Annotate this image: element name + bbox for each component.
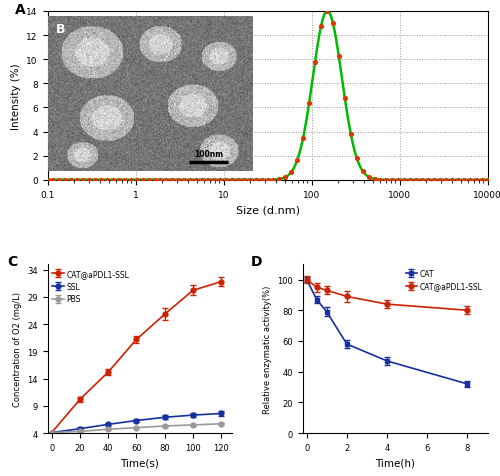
Point — [240, 177, 248, 184]
Point — [335, 53, 343, 61]
Text: C: C — [7, 255, 17, 268]
Y-axis label: Concentration of O2 (mg/L): Concentration of O2 (mg/L) — [12, 291, 22, 407]
Point — [418, 177, 426, 184]
Point — [394, 177, 402, 184]
Point — [305, 100, 313, 108]
Point — [442, 177, 450, 184]
Point — [204, 177, 212, 184]
Point — [168, 177, 176, 184]
Point — [115, 177, 123, 184]
Point — [210, 177, 218, 184]
X-axis label: Time(h): Time(h) — [375, 457, 415, 467]
Point — [68, 177, 76, 184]
Point — [276, 176, 283, 183]
X-axis label: Time(s): Time(s) — [120, 457, 160, 467]
Point — [79, 177, 87, 184]
Point — [144, 177, 152, 184]
Point — [436, 177, 444, 184]
Point — [216, 177, 224, 184]
Point — [264, 177, 272, 184]
Point — [346, 130, 354, 138]
Point — [466, 177, 473, 184]
Point — [44, 177, 52, 184]
Point — [317, 23, 325, 31]
Point — [180, 177, 188, 184]
Text: A: A — [14, 3, 25, 18]
Point — [388, 177, 396, 184]
Text: D: D — [251, 255, 262, 268]
Point — [121, 177, 129, 184]
Point — [234, 177, 242, 184]
Point — [370, 176, 378, 183]
Point — [454, 177, 462, 184]
Point — [109, 177, 117, 184]
Point — [50, 177, 58, 184]
Point — [323, 8, 331, 16]
Point — [472, 177, 480, 184]
Point — [62, 177, 70, 184]
Point — [412, 177, 420, 184]
Point — [73, 177, 81, 184]
Point — [460, 177, 468, 184]
Point — [174, 177, 182, 184]
Point — [288, 169, 296, 177]
Point — [382, 177, 390, 184]
Point — [311, 59, 319, 66]
Point — [400, 177, 408, 184]
Point — [484, 177, 492, 184]
Point — [258, 177, 266, 184]
Point — [132, 177, 140, 184]
Point — [222, 177, 230, 184]
Point — [246, 177, 254, 184]
Point — [198, 177, 206, 184]
Point — [293, 157, 301, 165]
Point — [376, 177, 384, 184]
Point — [448, 177, 456, 184]
Point — [85, 177, 93, 184]
Point — [150, 177, 158, 184]
Point — [103, 177, 111, 184]
X-axis label: Size (d.nm): Size (d.nm) — [236, 205, 300, 215]
Legend: CAT@aPDL1-SSL, SSL, PBS: CAT@aPDL1-SSL, SSL, PBS — [49, 266, 132, 307]
Point — [329, 20, 337, 28]
Point — [430, 177, 438, 184]
Point — [270, 177, 278, 184]
Point — [478, 177, 486, 184]
Point — [282, 174, 290, 182]
Y-axis label: Intensity (%): Intensity (%) — [10, 63, 20, 129]
Point — [162, 177, 170, 184]
Point — [352, 155, 360, 162]
Point — [252, 177, 260, 184]
Point — [424, 177, 432, 184]
Y-axis label: Relative enzymatic activity(%): Relative enzymatic activity(%) — [262, 285, 272, 413]
Point — [364, 174, 372, 181]
Point — [228, 177, 236, 184]
Point — [299, 134, 307, 142]
Point — [186, 177, 194, 184]
Point — [126, 177, 134, 184]
Point — [406, 177, 414, 184]
Legend: CAT, CAT@aPDL1-SSL: CAT, CAT@aPDL1-SSL — [402, 266, 486, 294]
Point — [56, 177, 64, 184]
Point — [341, 95, 349, 102]
Point — [156, 177, 164, 184]
Point — [192, 177, 200, 184]
Point — [358, 168, 366, 176]
Point — [97, 177, 105, 184]
Point — [138, 177, 146, 184]
Point — [91, 177, 99, 184]
